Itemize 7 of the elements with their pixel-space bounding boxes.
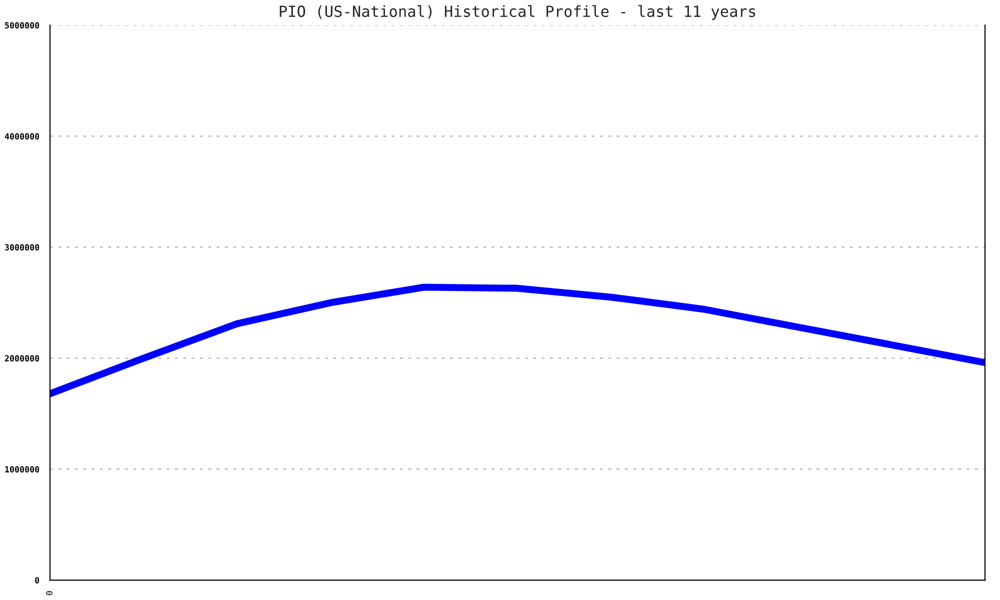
chart-title: PIO (US-National) Historical Profile - last 11 years bbox=[280, 5, 756, 20]
y-tick-label: 1000000 bbox=[5, 466, 40, 472]
y-tick-label: 2000000 bbox=[4, 355, 40, 362]
y-tick-label: 5000000 bbox=[5, 22, 40, 28]
y-tick-label: 0 bbox=[35, 577, 40, 584]
y-tick-label: 3000000 bbox=[4, 244, 40, 250]
y-tick-label: 4000000 bbox=[4, 133, 40, 140]
